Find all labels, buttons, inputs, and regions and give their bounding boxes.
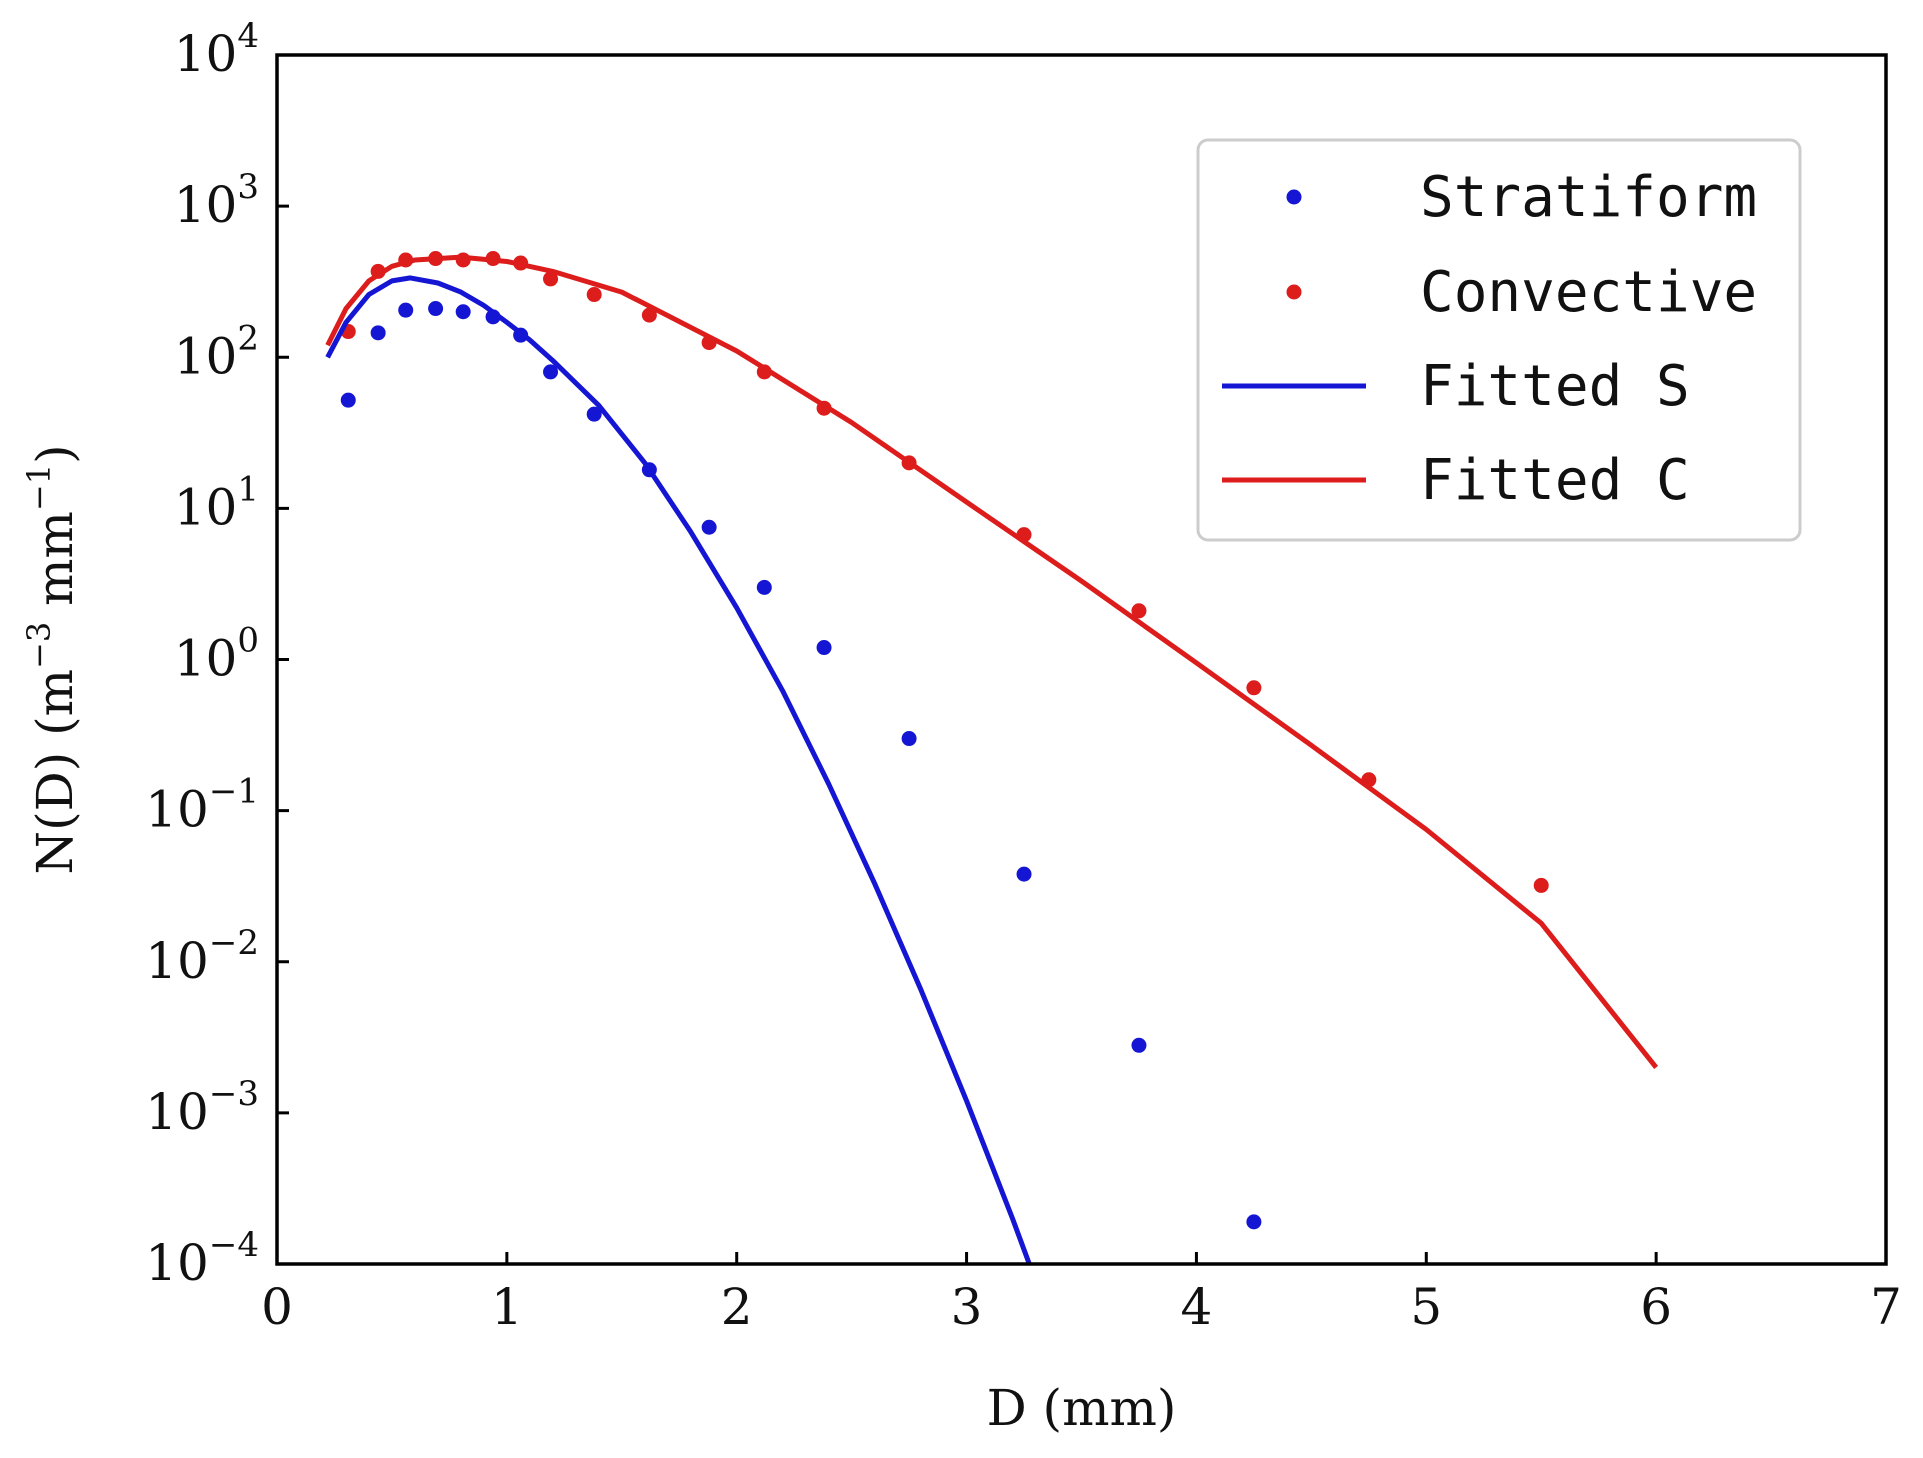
x-tick-label: 1 [491, 1278, 523, 1336]
x-tick-label: 4 [1181, 1278, 1213, 1336]
data-point-stratiform [398, 302, 414, 318]
data-point-stratiform [1246, 1214, 1262, 1230]
x-axis-label: D (mm) [987, 1379, 1177, 1437]
data-point-convective [543, 271, 559, 287]
data-point-stratiform [370, 325, 386, 341]
legend-label-convective: Convective [1420, 260, 1757, 325]
series-line-fitted-c [325, 254, 1659, 1069]
axis-label-layer: D (mm) N(D) (m−3 mm−1) [20, 444, 1176, 1437]
legend-marker-stratiform [1286, 189, 1302, 205]
legend-label-stratiform: Stratiform [1420, 165, 1757, 230]
data-point-stratiform [1131, 1037, 1147, 1053]
x-tick-label: 0 [261, 1278, 293, 1336]
y-tick-label: 10−1 [145, 772, 259, 839]
data-point-convective [1246, 680, 1262, 696]
y-axis-label: N(D) (m−3 mm−1) [20, 444, 84, 874]
y-tick-label: 10−2 [145, 923, 259, 990]
x-tick-label: 2 [721, 1278, 753, 1336]
y-tick-label: 101 [174, 469, 259, 536]
data-point-convective [586, 287, 602, 303]
data-point-stratiform [455, 304, 471, 320]
data-point-stratiform [543, 364, 559, 380]
tick-layer: 0 1 2 3 4 5 6 7 10−4 10−3 10−2 10−1 100 101 102 103 104 [145, 16, 1902, 1336]
data-point-convective [1533, 877, 1549, 893]
legend: Stratiform Convective Fitted S Fitted C [1196, 138, 1802, 542]
legend-marker-convective [1286, 284, 1302, 300]
series-layer [325, 251, 1659, 1264]
data-point-stratiform [701, 519, 717, 535]
data-point-stratiform [340, 392, 356, 408]
data-point-stratiform [428, 301, 444, 317]
x-tick-label: 5 [1410, 1278, 1442, 1336]
y-tick-label: 100 [174, 621, 259, 688]
x-tick-label: 7 [1870, 1278, 1902, 1336]
y-tick-label: 10−4 [145, 1225, 259, 1292]
legend-box [1196, 138, 1802, 542]
data-point-convective [1131, 603, 1147, 619]
data-point-stratiform [816, 640, 832, 656]
x-tick-label: 6 [1640, 1278, 1672, 1336]
legend-label-fitted-c: Fitted C [1420, 448, 1690, 513]
y-tick-label: 104 [174, 16, 259, 83]
y-tick-label: 103 [174, 167, 259, 234]
data-point-stratiform [586, 406, 602, 422]
legend-label-fitted-s: Fitted S [1420, 354, 1690, 419]
series-line-fitted-s [325, 275, 1158, 1264]
x-tick-label: 3 [951, 1278, 983, 1336]
y-tick-label: 10−3 [145, 1074, 259, 1141]
data-point-stratiform [756, 579, 772, 595]
data-point-stratiform [901, 731, 917, 747]
y-tick-label: 102 [174, 318, 259, 385]
data-point-convective [641, 307, 657, 323]
data-point-stratiform [1016, 866, 1032, 882]
